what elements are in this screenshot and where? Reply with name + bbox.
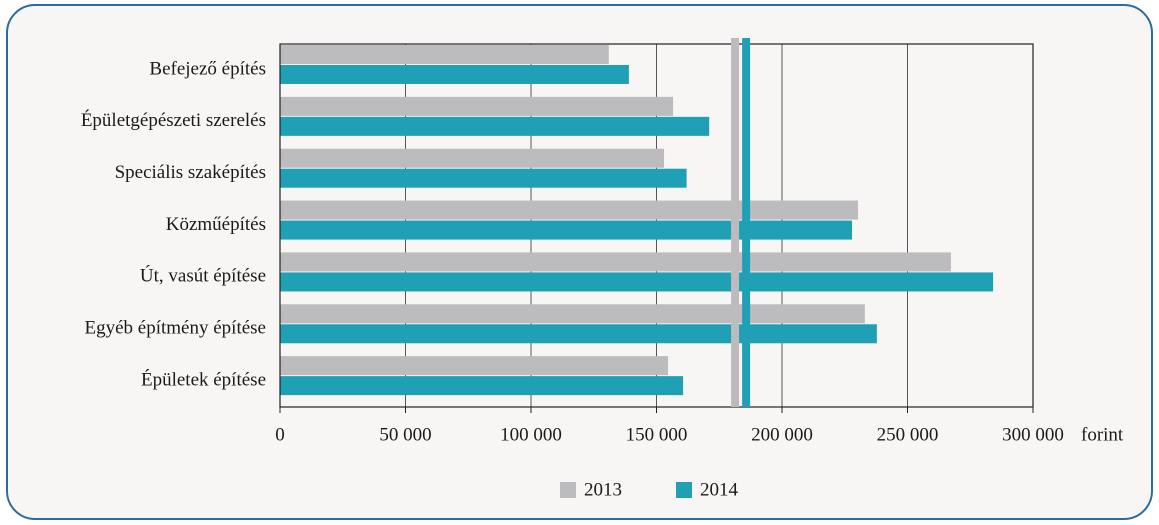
legend: 2013 2014 — [560, 479, 739, 500]
bar — [280, 220, 853, 240]
bar — [280, 116, 710, 136]
y-tick-label: Speciális szaképítés — [115, 162, 266, 183]
x-tick-label: 50 000 — [379, 424, 431, 445]
x-tick-label: 200 000 — [751, 424, 813, 445]
reference-line — [742, 38, 751, 407]
legend-swatch — [560, 482, 576, 498]
bar — [280, 45, 609, 64]
x-tick-label: 150 000 — [626, 424, 688, 445]
bar — [280, 304, 865, 324]
bar — [280, 200, 859, 220]
y-tick-label: Közműépítés — [166, 214, 266, 235]
x-tick-label: 100 000 — [500, 424, 562, 445]
bar — [280, 356, 669, 376]
legend-label: 2013 — [584, 479, 622, 500]
y-tick-label: Befejező építés — [149, 58, 266, 79]
bar — [280, 96, 674, 116]
bar — [280, 168, 687, 188]
bar — [280, 252, 951, 272]
bar — [280, 376, 684, 396]
bar — [280, 324, 877, 344]
x-tick-label: 250 000 — [877, 424, 939, 445]
legend-label: 2014 — [700, 479, 739, 500]
bar — [280, 65, 629, 84]
bar — [280, 272, 994, 292]
y-tick-label: Épületek építése — [141, 368, 266, 390]
x-tick-label: 0 — [275, 424, 285, 445]
y-tick-label: Egyéb építmény építése — [85, 318, 267, 339]
y-tick-label: Épületgépészeti szerelés — [81, 109, 266, 131]
y-tick-label: Út, vasút építése — [140, 265, 266, 287]
plot-frame — [279, 43, 1034, 408]
bar — [280, 148, 665, 168]
reference-line — [731, 38, 740, 407]
bars — [280, 45, 994, 396]
x-unit: forint — [1081, 424, 1124, 445]
legend-swatch — [676, 482, 692, 498]
x-tick-label: 300 000 — [1002, 424, 1064, 445]
